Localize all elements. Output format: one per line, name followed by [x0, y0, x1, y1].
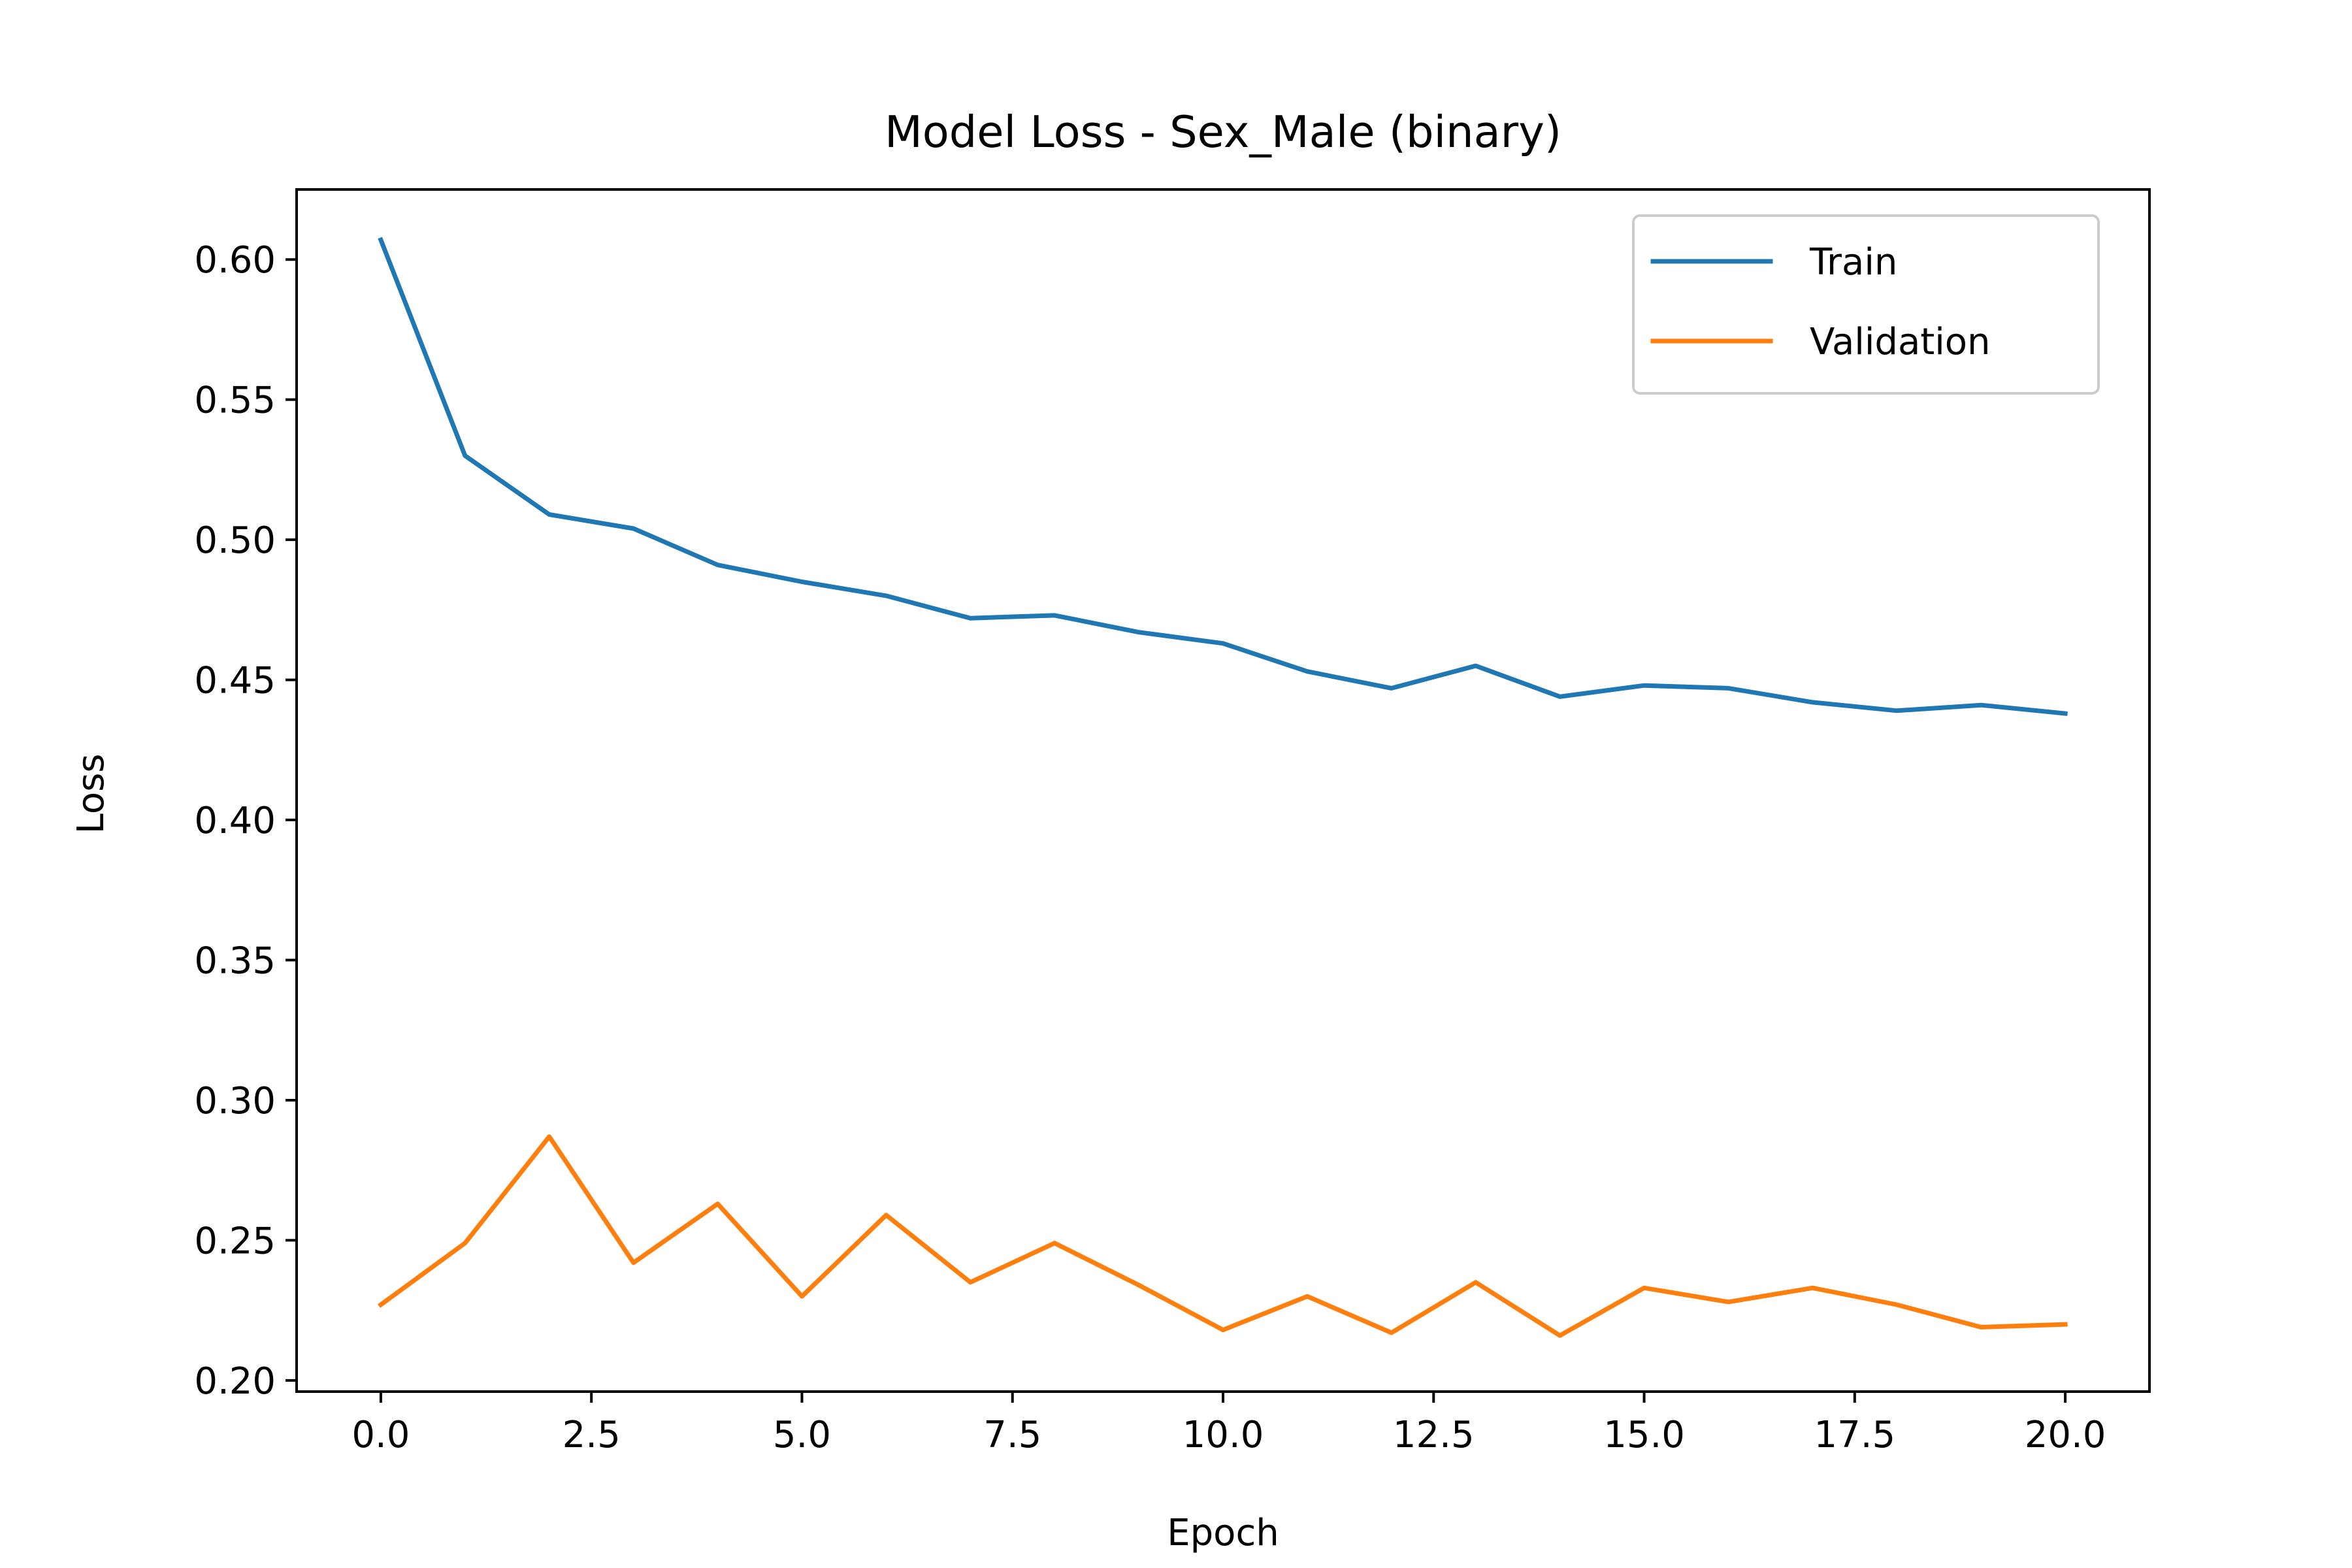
x-tick-label: 0.0	[351, 1414, 410, 1456]
y-tick-label: 0.60	[194, 239, 276, 282]
x-tick-label: 12.5	[1393, 1414, 1475, 1456]
x-tick-label: 10.0	[1183, 1414, 1264, 1456]
y-tick-label: 0.25	[194, 1220, 276, 1262]
legend-label-train: Train	[1809, 241, 1897, 284]
legend-label-validation: Validation	[1810, 321, 1991, 363]
y-tick-label: 0.20	[194, 1360, 276, 1403]
legend: Train Validation	[1632, 214, 2100, 395]
x-tick-label: 17.5	[1814, 1414, 1895, 1456]
x-tick-label: 20.0	[2025, 1414, 2106, 1456]
plot-area: 0.0 2.5 5.0 7.5 10.0 12.5 15.0 17.5 20.0 0.20 0.25…	[194, 188, 2151, 1456]
y-tick-label: 0.35	[194, 939, 276, 982]
x-tick-label: 2.5	[563, 1414, 621, 1456]
chart-title: Model Loss - Sex_Male (binary)	[885, 106, 1561, 157]
series-line-train	[378, 237, 2068, 716]
x-tick-label: 5.0	[773, 1414, 831, 1456]
y-axis-label: Loss	[70, 754, 112, 834]
series-line-validation	[378, 1134, 2068, 1338]
y-tick-label: 0.55	[194, 380, 276, 422]
y-tick-label: 0.30	[194, 1080, 276, 1122]
y-tick-label: 0.45	[194, 660, 276, 702]
x-tick-label: 7.5	[983, 1414, 1041, 1456]
x-axis-label: Epoch	[1167, 1512, 1279, 1554]
y-tick-label: 0.50	[194, 519, 276, 562]
x-tick-label: 15.0	[1603, 1414, 1685, 1456]
y-tick-label: 0.40	[194, 800, 276, 842]
